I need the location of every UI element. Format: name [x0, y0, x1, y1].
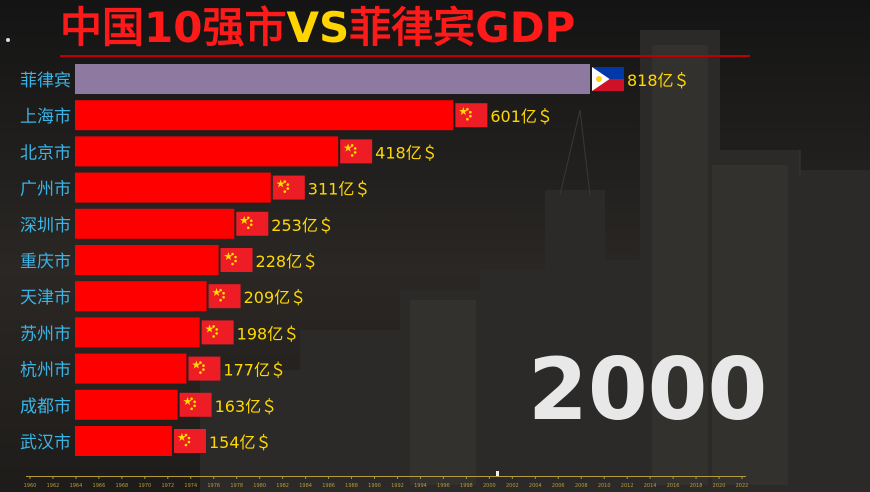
value-label: 418亿＄ [375, 143, 438, 162]
timeline-tick-label: 1972 [161, 483, 174, 489]
china-flag-icon: ★ [236, 211, 269, 236]
timeline-tick-label: 2004 [529, 483, 542, 489]
timeline-tick-label: 1960 [24, 483, 37, 489]
value-label: 253亿＄ [271, 216, 334, 235]
category-label: 北京市 [20, 143, 71, 163]
timeline-tick-label: 2014 [644, 483, 657, 489]
value-label: 163亿＄ [215, 397, 278, 416]
title-part-cities: 中国10强市 [60, 3, 287, 52]
china-flag-icon: ★ [208, 284, 241, 309]
bar [75, 281, 207, 312]
timeline-tick-label: 1988 [345, 483, 358, 489]
timeline-tick-label: 1968 [116, 483, 129, 489]
title-underline [60, 55, 750, 57]
timeline-tick-label: 1996 [437, 483, 450, 489]
timeline-tick-label: 2010 [598, 483, 611, 489]
timeline-tick-label: 1964 [70, 483, 83, 489]
timeline-tick-label: 1986 [322, 483, 335, 489]
value-label: 311亿＄ [308, 180, 371, 199]
bar [75, 245, 219, 275]
category-label: 武汉市 [20, 433, 71, 453]
title-part-philippines: 菲律宾GDP [349, 3, 576, 52]
svg-text:★: ★ [191, 359, 201, 372]
value-label: 228亿＄ [256, 252, 319, 271]
bar [75, 172, 271, 203]
timeline-tick-label: 1976 [207, 483, 220, 489]
svg-text:★: ★ [239, 214, 249, 227]
category-label: 成都市 [20, 397, 71, 417]
china-flag-icon: ★ [173, 429, 206, 453]
category-label: 菲律宾 [20, 71, 71, 91]
svg-text:★: ★ [183, 395, 193, 408]
china-flag-icon: ★ [340, 139, 373, 164]
value-label: 818亿＄ [627, 71, 690, 90]
bar [75, 208, 235, 239]
category-label: 上海市 [20, 107, 71, 127]
value-label: 198亿＄ [237, 324, 300, 343]
philippines-flag-icon [592, 67, 624, 91]
china-flag-icon: ★ [220, 248, 253, 272]
svg-text:★: ★ [177, 431, 187, 444]
china-flag-icon: ★ [272, 175, 305, 200]
timeline-tick-label: 2022 [736, 483, 749, 489]
value-label: 601亿＄ [490, 107, 553, 126]
timeline-tick-label: 1992 [391, 483, 404, 489]
category-label: 重庆市 [20, 252, 71, 272]
category-label: 苏州市 [20, 324, 71, 344]
timeline-tick-label: 2006 [552, 483, 565, 489]
svg-text:★: ★ [224, 250, 234, 263]
china-flag-icon: ★ [188, 356, 221, 381]
chart-title: 中国10强市VS菲律宾GDP [60, 2, 575, 54]
timeline-tick-label: 1970 [138, 483, 151, 489]
bar [75, 100, 454, 131]
bullet-dot [6, 38, 10, 42]
timeline-tick-label: 2008 [575, 483, 588, 489]
timeline-axis [26, 476, 746, 477]
timeline-tick-label: 1984 [299, 483, 312, 489]
timeline-tick-label: 1998 [460, 483, 473, 489]
timeline-tick-label: 1990 [368, 483, 381, 489]
bar [75, 64, 590, 94]
category-label: 天津市 [20, 288, 71, 308]
timeline-tick-label: 1962 [47, 483, 60, 489]
timeline-tick-label: 1980 [253, 483, 266, 489]
timeline-tick-label: 1982 [276, 483, 289, 489]
title-part-vs: VS [286, 3, 350, 52]
svg-text:★: ★ [212, 286, 222, 299]
china-flag-icon: ★ [179, 392, 212, 417]
timeline-tick-label: 2012 [621, 483, 634, 489]
bar [75, 389, 178, 420]
current-year: 2000 [528, 340, 768, 440]
value-label: 209亿＄ [244, 288, 307, 307]
svg-text:★: ★ [343, 141, 353, 154]
svg-text:★: ★ [458, 105, 468, 118]
timeline-tick-label: 2016 [667, 483, 680, 489]
china-flag-icon: ★ [455, 103, 488, 128]
value-label: 177亿＄ [223, 361, 286, 380]
value-label: 154亿＄ [209, 433, 272, 452]
bar [75, 136, 339, 167]
timeline-tick-label: 1978 [230, 483, 243, 489]
bar [75, 353, 187, 384]
china-flag-icon: ★ [201, 320, 234, 345]
timeline-tick-label: 1974 [184, 483, 197, 489]
svg-text:★: ★ [276, 178, 286, 191]
svg-text:★: ★ [205, 322, 215, 335]
timeline-tick-label: 2000 [483, 483, 496, 489]
bar [75, 317, 200, 348]
timeline-tick-label: 2018 [690, 483, 703, 489]
bar [75, 426, 172, 456]
timeline-tick-label: 1994 [414, 483, 427, 489]
timeline-current-marker [496, 471, 499, 476]
timeline-tick-label: 2020 [713, 483, 726, 489]
category-label: 深圳市 [20, 216, 71, 236]
timeline-tick-label: 2002 [506, 483, 519, 489]
category-label: 广州市 [20, 180, 71, 200]
category-label: 杭州市 [20, 361, 71, 381]
timeline-tick-label: 1966 [93, 483, 106, 489]
